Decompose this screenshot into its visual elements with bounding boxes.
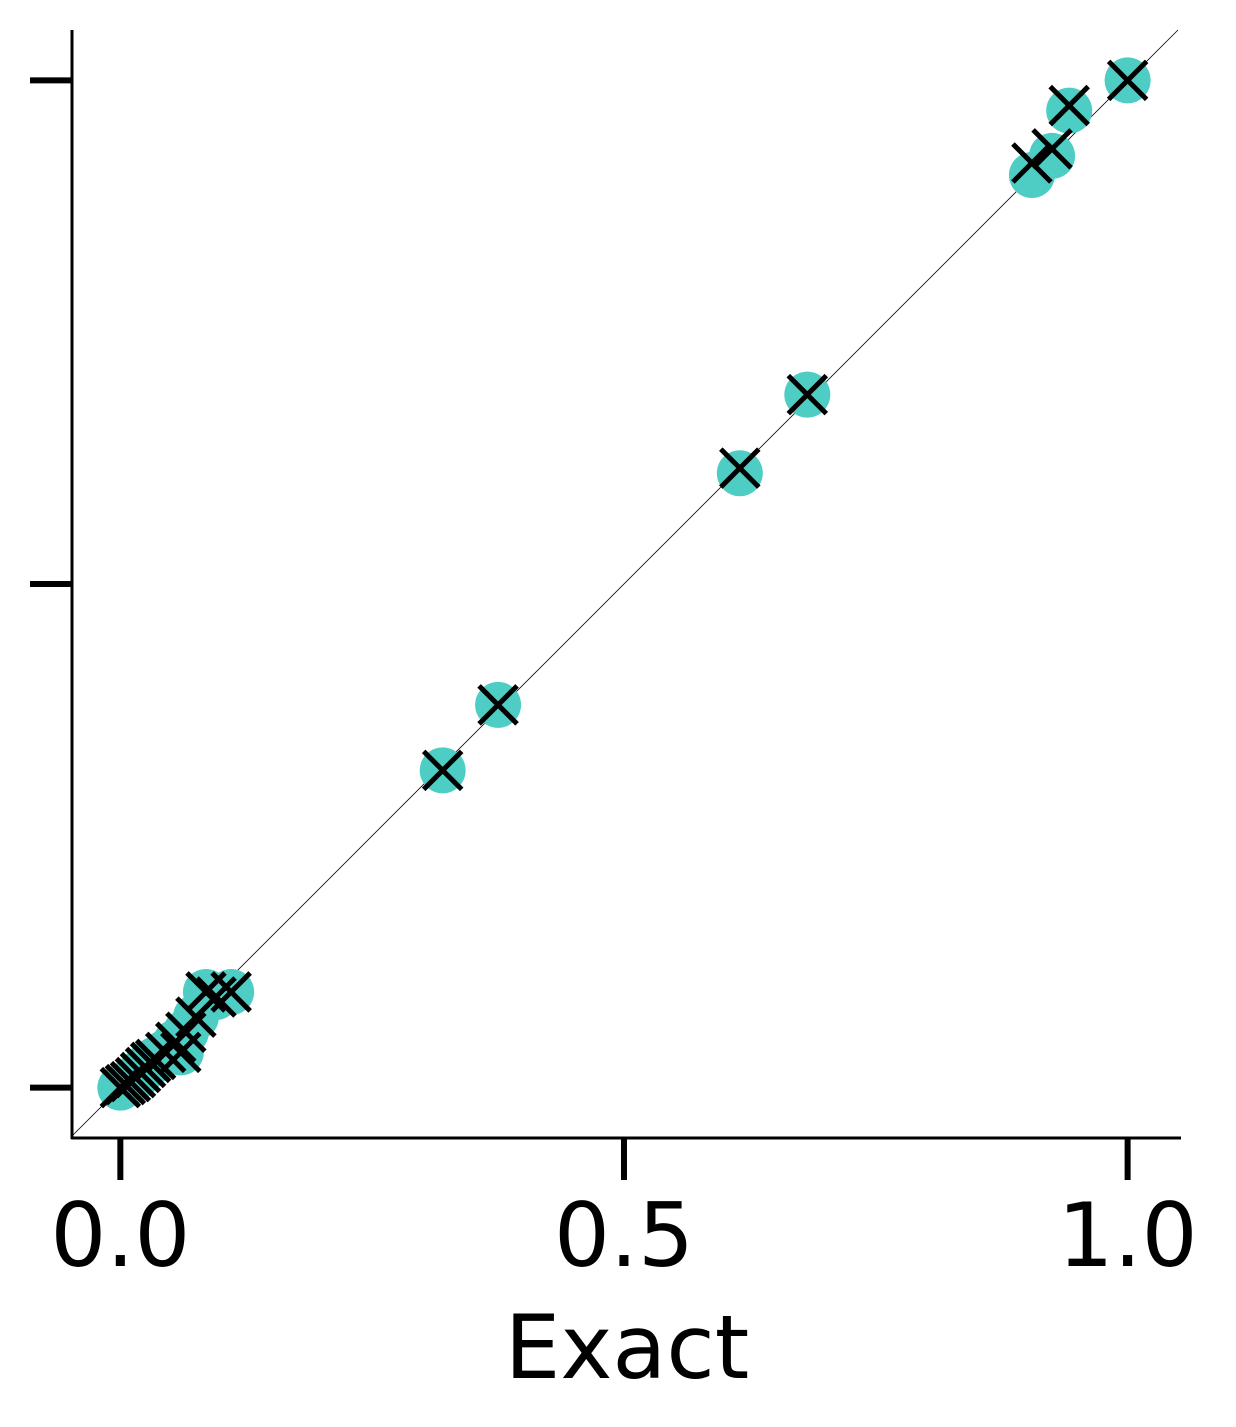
x-marker-stroke — [786, 373, 829, 416]
scatter-point-x-21 — [1031, 128, 1073, 170]
scatter-point-x-22 — [1048, 84, 1090, 127]
x-marker-stroke — [1031, 128, 1073, 170]
axes-layer: 0.0 0.5 1.0 — [30, 30, 1198, 1287]
x-axis-title: Exact — [505, 1296, 750, 1399]
x-marker-stroke — [421, 749, 464, 792]
scatter-point-x-17 — [477, 684, 519, 726]
x-marker-stroke — [1106, 59, 1149, 102]
scatter-point-x-18 — [719, 447, 761, 489]
scatter-point-x-20 — [1011, 142, 1053, 184]
x-series-layer — [99, 59, 1149, 1109]
x-marker-stroke — [1011, 142, 1053, 184]
scatter-point-x-16 — [421, 749, 464, 792]
x-marker-stroke — [719, 447, 761, 489]
scatter-point-x-19 — [786, 373, 829, 416]
scatter-point-x-15 — [210, 971, 252, 1013]
identity-reference-line — [71, 29, 1179, 1137]
x-tick-label: 0.5 — [554, 1184, 694, 1287]
x-marker-stroke — [210, 971, 252, 1013]
reference-line-layer — [71, 29, 1179, 1137]
x-tick-label: 1.0 — [1058, 1184, 1198, 1287]
x-marker-stroke — [195, 976, 237, 1018]
scatter-point-circle-22 — [1046, 87, 1093, 134]
x-marker-stroke — [477, 684, 519, 726]
scatter-point-x-14 — [195, 976, 237, 1018]
scatter-point-x-23 — [1106, 59, 1149, 102]
x-marker-stroke — [1048, 84, 1090, 127]
x-tick-label: 0.0 — [50, 1184, 190, 1287]
scatter-point-circle-21 — [1029, 132, 1076, 179]
scatter-point-circle-18 — [716, 450, 763, 497]
